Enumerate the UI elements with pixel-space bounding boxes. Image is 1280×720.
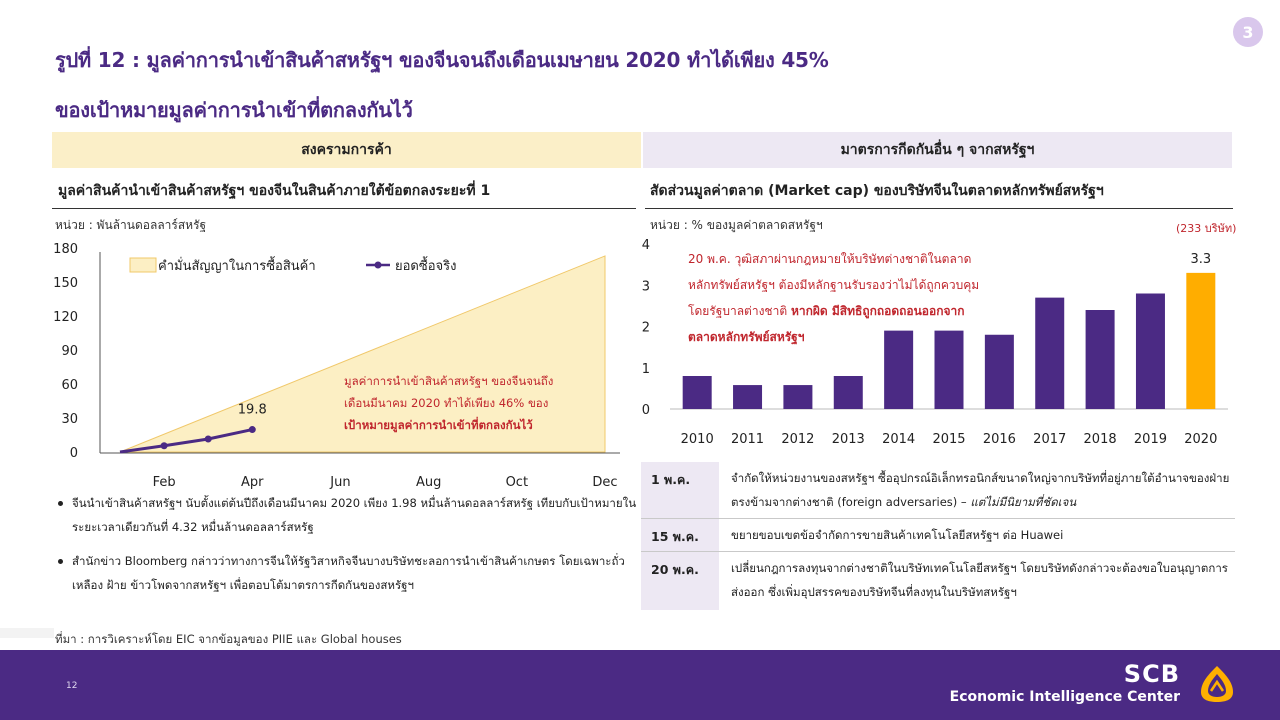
x-tick-label: 2017 [1033, 432, 1066, 447]
measures-timeline: 1 พ.ค. จำกัดให้หน่วยงานของสหรัฐฯ ซื้ออุป… [641, 462, 1235, 610]
y-tick-label: 3 [642, 279, 650, 294]
y-tick-label: 60 [61, 378, 78, 393]
right-chart-rule [645, 208, 1233, 209]
legend-dot-actual [374, 261, 382, 269]
bar-2017 [1035, 297, 1065, 409]
x-tick-label: 2020 [1184, 432, 1217, 447]
bar-2015 [934, 330, 964, 409]
bar-2011 [733, 385, 763, 409]
bar-2019 [1135, 293, 1165, 409]
y-tick-label: 1 [642, 362, 650, 377]
left-chart-rule [52, 208, 636, 209]
x-tick-label: 2019 [1134, 432, 1167, 447]
right-chart-bars [682, 272, 1216, 409]
timeline-text: เปลี่ยนกฎการลงทุนจากต่างชาติในบริษัทเทคโ… [731, 561, 1228, 599]
x-tick-label: 2015 [932, 432, 965, 447]
y-tick-label: 150 [53, 276, 78, 291]
scb-logo-icon [1201, 666, 1233, 702]
source-divider [0, 628, 54, 638]
timeline-row: 15 พ.ค. ขยายขอบเขตข้อจำกัดการขายสินค้าเท… [641, 519, 1235, 552]
y-tick-label: 90 [61, 344, 78, 359]
timeline-text: ขยายขอบเขตข้อจำกัดการขายสินค้าเทคโนโลยีส… [731, 528, 1064, 542]
brand: SCB Economic Intelligence Center [950, 660, 1180, 706]
timeline-date: 15 พ.ค. [641, 519, 719, 551]
x-tick-label: Apr [241, 475, 264, 490]
legend-label-target: คำมั่นสัญญาในการซื้อสินค้า [158, 256, 316, 274]
bar-2012 [783, 385, 813, 409]
left-chart-annotation: มูลค่าการนำเข้าสินค้าสหรัฐฯ ของจีนจนถึง … [344, 374, 554, 432]
section-band-trade-war: สงครามการค้า [52, 132, 641, 168]
bar-2018 [1085, 310, 1115, 409]
page-badge: 3 [1233, 17, 1263, 47]
page-title-line2: ของเป้าหมายมูลค่าการนำเข้าที่ตกลงกันไว้ [55, 98, 413, 122]
source-note: ที่มา : การวิเคราะห์โดย EIC จากข้อมูลของ… [55, 632, 402, 646]
timeline-date: 20 พ.ค. [641, 552, 719, 610]
data-label-actual-last: 19.8 [238, 403, 267, 418]
x-tick-label: 2018 [1084, 432, 1117, 447]
right-chart-y-axis: 0 1 2 3 4 [642, 238, 650, 418]
x-tick-label: Dec [592, 475, 617, 490]
right-chart-x-axis: 2010 2011 2012 2013 2014 2015 2016 2017 2018 2019… [681, 432, 1218, 447]
left-chart-y-axis: 0 30 60 90 120 150 180 [53, 242, 78, 461]
x-tick-label: 2012 [781, 432, 814, 447]
x-tick-label: 2016 [983, 432, 1016, 447]
left-chart-unit: หน่วย : พันล้านดอลลาร์สหรัฐ [55, 218, 207, 232]
x-tick-label: Aug [416, 475, 441, 490]
x-tick-label: 2010 [681, 432, 714, 447]
left-chart-title: มูลค่าสินค้านำเข้าสินค้าสหรัฐฯ ของจีนในส… [58, 183, 491, 199]
bar-2014 [884, 330, 914, 409]
y-tick-label: 2 [642, 321, 650, 336]
page-number: 12 [66, 681, 78, 691]
data-label-2020: 3.3 [1190, 252, 1211, 267]
timeline-row: 1 พ.ค. จำกัดให้หน่วยงานของสหรัฐฯ ซื้ออุป… [641, 462, 1235, 519]
actual-point [248, 426, 256, 434]
brand-subtitle: Economic Intelligence Center [949, 689, 1180, 705]
timeline-text: จำกัดให้หน่วยงานของสหรัฐฯ ซื้ออุปกรณ์อิเ… [731, 471, 1230, 509]
x-tick-label: 2014 [882, 432, 915, 447]
actual-point [204, 435, 212, 443]
bullet-list: จีนนำเข้าสินค้าสหรัฐฯ นับตั้งแต่ต้นปีถึง… [58, 491, 638, 607]
bar-2016 [984, 334, 1014, 409]
x-tick-label: Oct [506, 475, 528, 490]
brand-name: SCB [1123, 660, 1180, 688]
bullet-item: สำนักข่าว Bloomberg กล่าวว่าทางการจีนให้… [58, 549, 638, 597]
actual-point [160, 442, 168, 450]
y-tick-label: 30 [61, 412, 78, 427]
section-band-other-measures: มาตรการกีดกันอื่น ๆ จากสหรัฐฯ [643, 132, 1232, 168]
bar-2010 [682, 376, 712, 409]
y-tick-label: 0 [642, 403, 650, 418]
x-tick-label: Jun [329, 475, 350, 490]
legend-swatch-target [129, 257, 157, 273]
y-tick-label: 180 [53, 242, 78, 257]
bar-2013 [833, 376, 863, 409]
left-chart-x-axis: Feb Apr Jun Aug Oct Dec [153, 475, 618, 490]
timeline-date: 1 พ.ค. [641, 462, 719, 518]
target-area [119, 255, 606, 453]
bullet-item: จีนนำเข้าสินค้าสหรัฐฯ นับตั้งแต่ต้นปีถึง… [58, 491, 638, 539]
right-chart-unit: หน่วย : % ของมูลค่าตลาดสหรัฐฯ [650, 218, 823, 232]
y-tick-label: 4 [642, 238, 650, 253]
right-chart-annotation: 20 พ.ค. วุฒิสภาผ่านกฎหมายให้บริษัทต่างชา… [688, 252, 980, 344]
page-title-line1: รูปที่ 12 : มูลค่าการนำเข้าสินค้าสหรัฐฯ … [55, 48, 829, 72]
x-tick-label: Feb [153, 475, 176, 490]
timeline-row: 20 พ.ค. เปลี่ยนกฎการลงทุนจากต่างชาติในบร… [641, 552, 1235, 610]
right-chart-note: (233 บริษัท) [1176, 222, 1237, 235]
actual-line [119, 428, 253, 454]
bar-2020 [1186, 272, 1216, 409]
x-tick-label: 2013 [832, 432, 865, 447]
actual-points [160, 426, 256, 450]
y-tick-label: 120 [53, 310, 78, 325]
footer-bar: 12 SCB Economic Intelligence Center [0, 650, 1280, 720]
y-tick-label: 0 [70, 446, 78, 461]
right-chart-title: สัดส่วนมูลค่าตลาด (Market cap) ของบริษัท… [650, 183, 1104, 199]
legend-label-actual: ยอดซื้อจริง [395, 256, 456, 274]
x-tick-label: 2011 [731, 432, 764, 447]
